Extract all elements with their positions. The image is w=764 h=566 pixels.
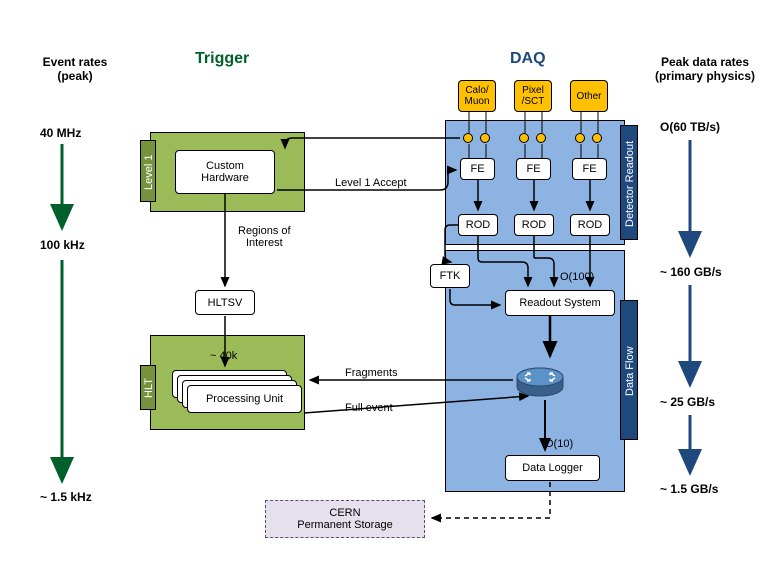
calo-muon-box: Calo/ Muon	[458, 80, 496, 112]
level1-tab-label: Level 1	[141, 141, 157, 203]
arrow-layer	[0, 0, 764, 566]
hltsv-box: HLTSV	[195, 290, 255, 315]
detector-readout-tab-label: Detector Readout	[621, 126, 639, 241]
cern-storage-box: CERN Permanent Storage	[265, 500, 425, 538]
orange-dot	[536, 133, 546, 143]
rate-1.5khz: ~ 1.5 kHz	[40, 490, 92, 504]
rate-25gb: ~ 25 GB/s	[660, 395, 715, 409]
fe-box-3: FE	[572, 158, 607, 180]
event-rates-header: Event rates (peak)	[30, 55, 120, 83]
readout-system-box: Readout System	[505, 290, 615, 316]
level1-tab: Level 1	[140, 140, 156, 202]
rate-1.5gb: ~ 1.5 GB/s	[660, 482, 718, 496]
orange-dot	[463, 133, 473, 143]
orange-dot	[592, 133, 602, 143]
processing-unit-box: Processing Unit	[187, 385, 302, 413]
fe-box-2: FE	[516, 158, 551, 180]
o10-label: O(10)	[545, 438, 573, 450]
data-rates-l2: (primary physics)	[650, 69, 760, 83]
rate-40mhz: 40 MHz	[40, 126, 81, 140]
data-flow-tab: Data Flow	[620, 300, 638, 440]
data-rates-header: Peak data rates (primary physics)	[650, 55, 760, 83]
rod-box-1: ROD	[458, 214, 498, 236]
fe-box-1: FE	[460, 158, 495, 180]
data-logger-box: Data Logger	[505, 455, 600, 481]
fragments-label: Fragments	[345, 367, 398, 379]
custom-hardware-box: Custom Hardware	[175, 150, 275, 194]
trigger-title: Trigger	[195, 50, 249, 68]
n40k-label: ~ 40k	[210, 350, 237, 362]
pixel-sct-box: Pixel /SCT	[514, 80, 552, 112]
event-rates-l2: (peak)	[30, 69, 120, 83]
detector-readout-tab: Detector Readout	[620, 125, 638, 240]
rate-60tb: O(60 TB/s)	[660, 120, 720, 134]
orange-dot	[519, 133, 529, 143]
event-rates-l1: Event rates	[30, 55, 120, 69]
rod-box-3: ROD	[570, 214, 610, 236]
orange-dot	[480, 133, 490, 143]
fullevent-label: Full event	[345, 402, 393, 414]
roi-label: Regions of Interest	[238, 225, 291, 249]
rate-100khz: 100 kHz	[40, 238, 85, 252]
rate-160gb: ~ 160 GB/s	[660, 265, 722, 279]
orange-dot	[575, 133, 585, 143]
ftk-box: FTK	[430, 264, 470, 288]
o100-label: O(100)	[560, 271, 594, 283]
hlt-tab: HLT	[140, 365, 156, 410]
l1accept-label: Level 1 Accept	[335, 177, 407, 189]
router-icon	[515, 360, 565, 398]
hlt-tab-label: HLT	[141, 366, 157, 411]
other-box: Other	[570, 80, 608, 112]
daq-title: DAQ	[510, 50, 546, 68]
data-flow-tab-label: Data Flow	[621, 301, 639, 441]
rod-box-2: ROD	[514, 214, 554, 236]
data-rates-l1: Peak data rates	[650, 55, 760, 69]
